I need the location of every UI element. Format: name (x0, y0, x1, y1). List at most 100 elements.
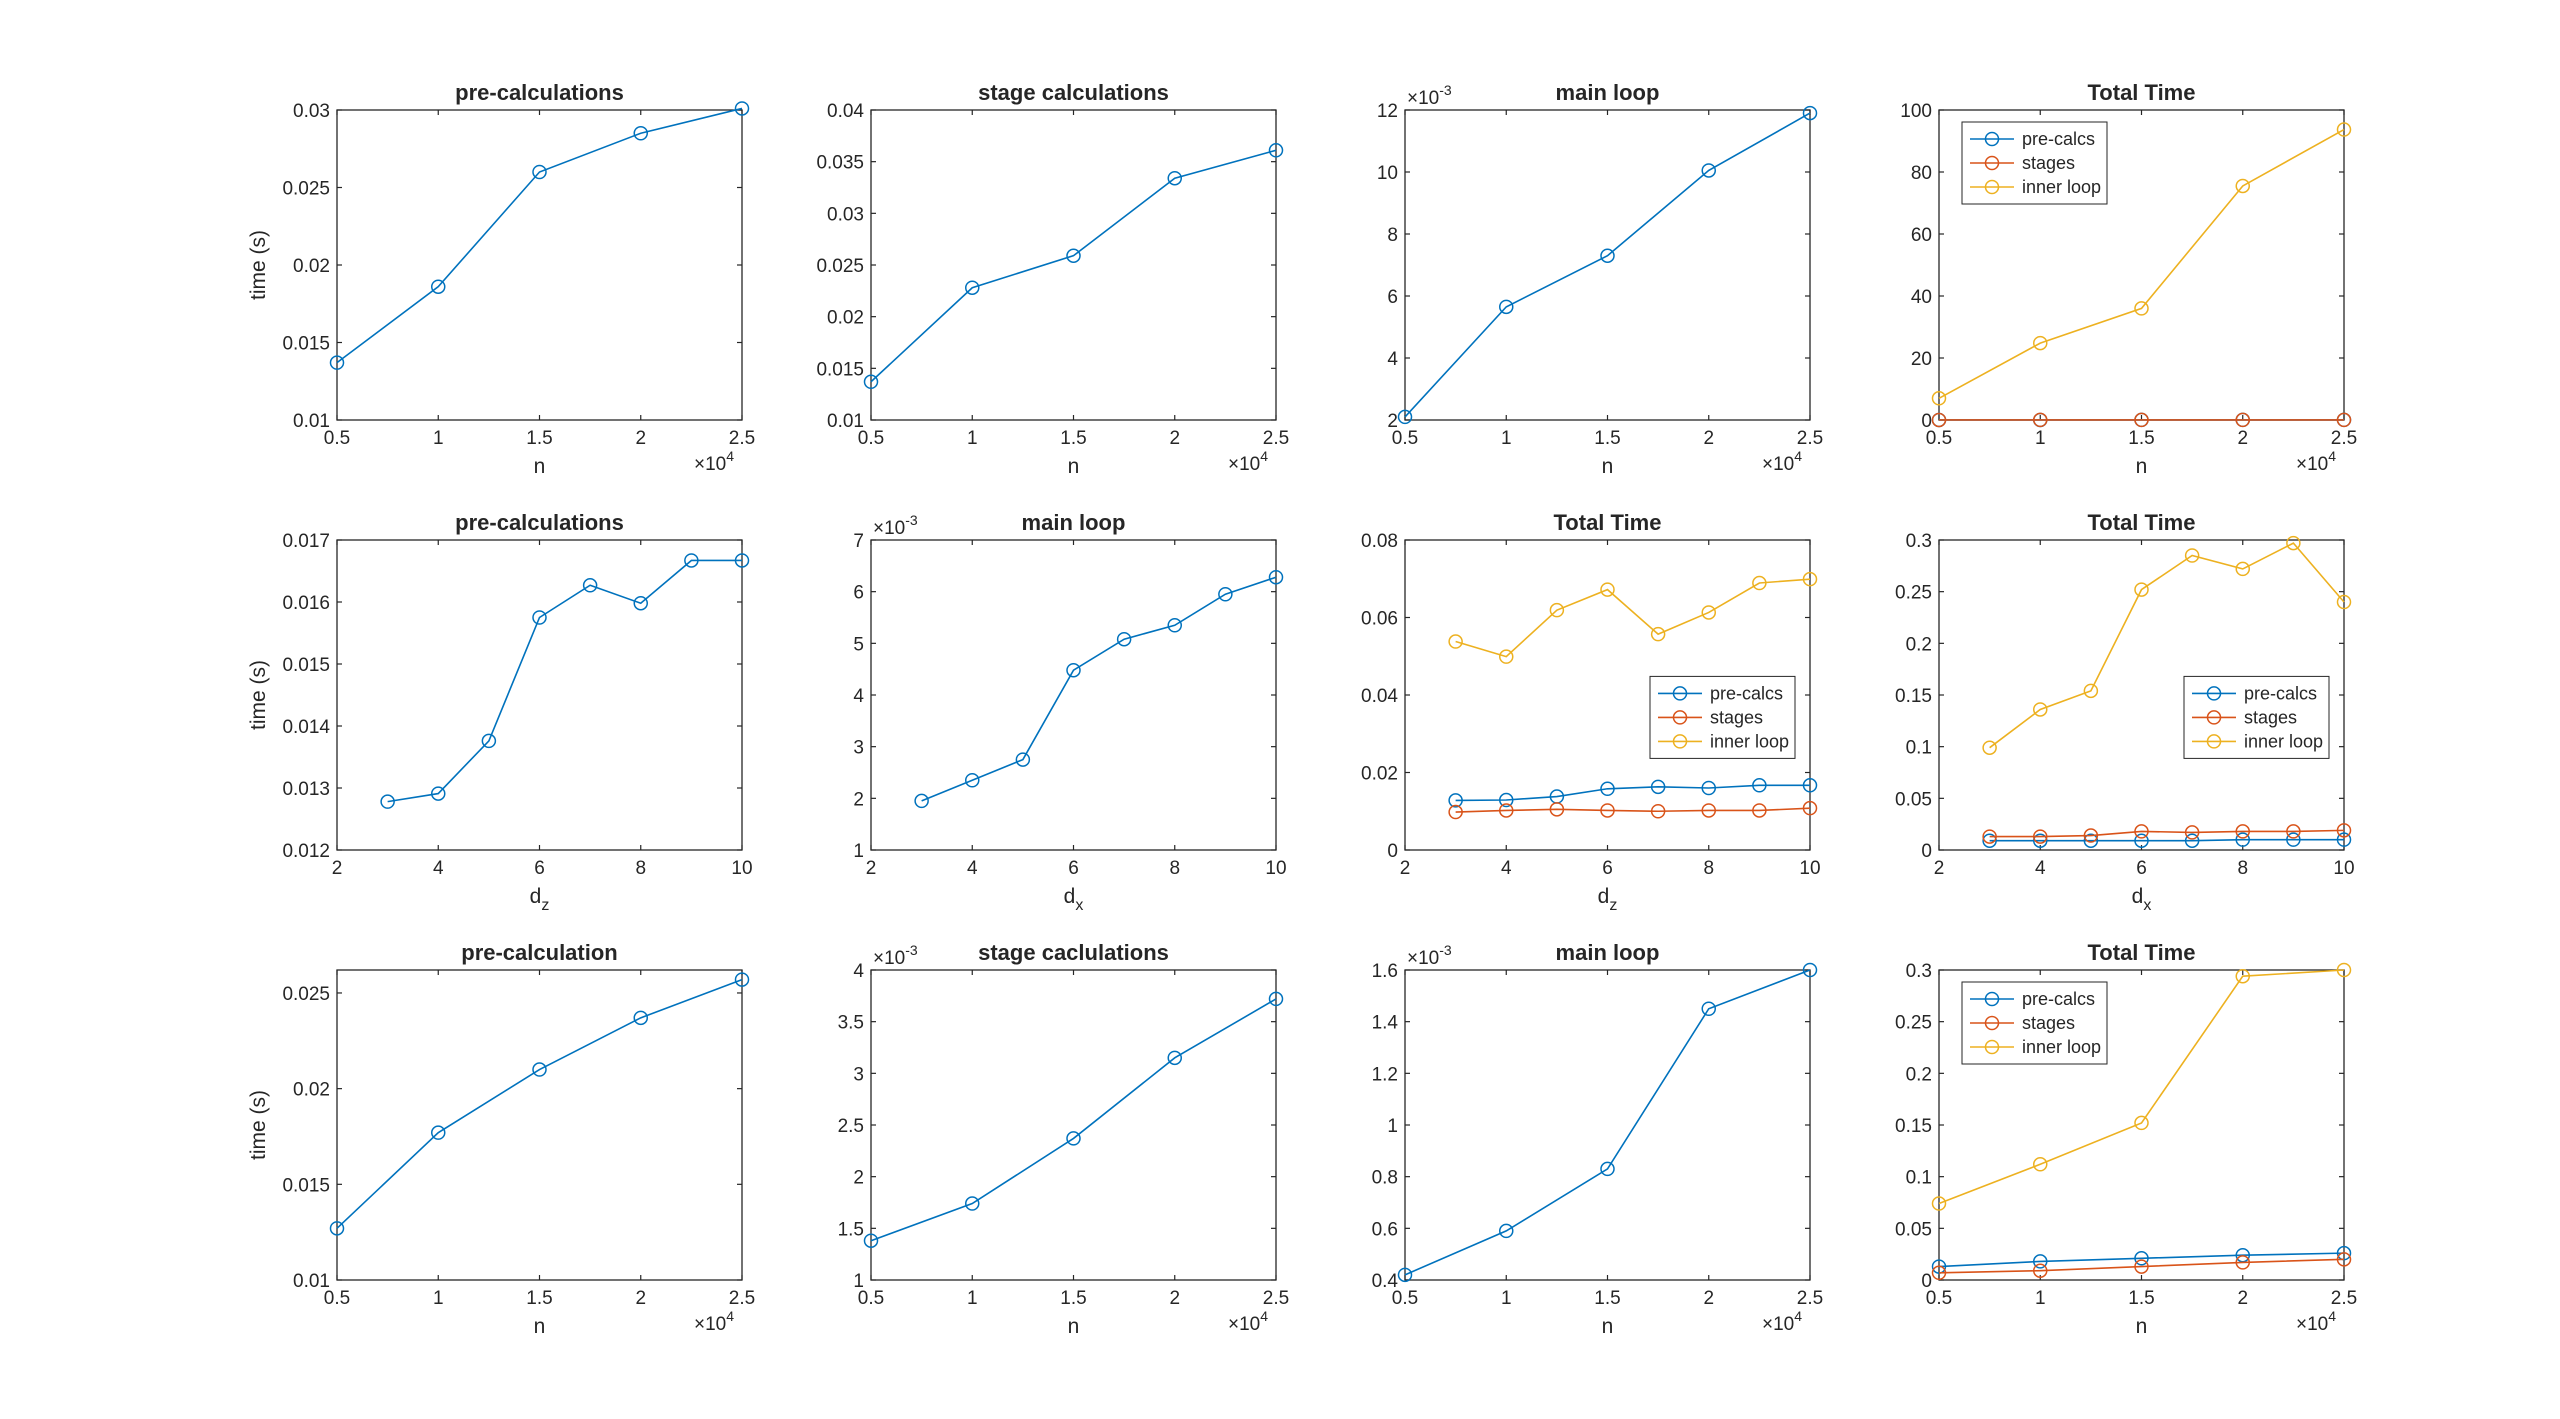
data-point (2235, 412, 2250, 428)
series-line-stages (1455, 807, 1811, 813)
x-axis-label-text: n (1602, 1315, 1614, 1338)
data-point (633, 1010, 648, 1026)
x-axis-label: n (1602, 455, 1614, 478)
x-tick-label: 2.5 (2331, 1288, 2357, 1309)
y-tick-label: 2.5 (838, 1116, 864, 1137)
data-point (2033, 829, 2048, 844)
x-tick-label: 4 (967, 858, 978, 879)
y-tick-label: 2 (853, 1168, 864, 1189)
data-point (1600, 803, 1615, 818)
x-tick-label: 1 (1501, 428, 1512, 449)
y-tick-label: 40 (1911, 287, 1932, 308)
data-point (1802, 571, 1818, 587)
data-point (734, 553, 750, 568)
legend-label: stages (2022, 153, 2075, 173)
y-exponent: ×10-3 (1407, 942, 1452, 969)
subplot-2-4: 2 4 6 8 10 0 0.05 0.1 0.15 0.2 0.25 0.3 Total Time dx… (1895, 510, 2355, 914)
data-point (684, 553, 699, 568)
x-tick-label: 6 (1068, 858, 1079, 879)
series-line-pre-calcs (1938, 1252, 2345, 1268)
legend-label: inner loop (2022, 177, 2101, 197)
y-tick-label: 0.02 (293, 256, 330, 277)
x-axis-label-text: n (534, 455, 546, 478)
y-tick-label: 0.013 (282, 779, 330, 800)
data-point (2134, 1259, 2149, 1274)
data-point (1218, 587, 1233, 602)
legend-marker (1984, 131, 2000, 147)
y-exponent: ×10-3 (873, 512, 918, 539)
y-tick-label: 0.035 (816, 153, 864, 174)
y-tick-label: 100 (1900, 101, 1932, 122)
x-axis-label: n (2136, 1315, 2148, 1338)
data-point (633, 126, 648, 141)
legend-label: stages (1710, 707, 1763, 727)
series-line-main-loop (921, 576, 1277, 802)
data-point (734, 101, 750, 116)
chart-title: main loop (1556, 80, 1660, 105)
chart-title: pre-calculations (455, 510, 624, 535)
x-axis-label-text: n (1602, 455, 1614, 478)
series-line-inner-loop (1989, 542, 2345, 749)
x-tick-label: 6 (534, 858, 545, 879)
x-tick-label: 1 (967, 428, 978, 449)
data-point (2235, 561, 2250, 577)
x-tick-label: 2.5 (1263, 428, 1289, 449)
x-tick-label: 1.5 (1060, 428, 1086, 449)
data-point (1650, 804, 1666, 819)
x-tick-label: 1.5 (1594, 428, 1620, 449)
legend-label: stages (2022, 1013, 2075, 1033)
data-point (532, 610, 547, 625)
x-exponent: ×104 (1762, 448, 1802, 475)
x-tick-label: 0.5 (1392, 1288, 1418, 1309)
x-axis-label-subscript: x (1075, 897, 1083, 914)
data-point (863, 374, 879, 390)
data-point (2336, 832, 2352, 847)
x-tick-label: 4 (433, 858, 444, 879)
y-tick-label: 0.4 (1372, 1271, 1399, 1292)
data-point (1752, 803, 1767, 818)
axes-box (336, 539, 743, 851)
x-tick-label: 1.5 (1594, 1288, 1620, 1309)
x-tick-label: 10 (2333, 858, 2354, 879)
y-tick-label: 4 (853, 686, 864, 707)
y-tick-label: 0.025 (816, 256, 864, 277)
legend-marker (1984, 991, 2000, 1007)
y-tick-label: 0.06 (1361, 609, 1398, 630)
series-line-pre-calcs (1455, 784, 1810, 802)
y-tick-label: 3 (853, 738, 864, 759)
legend: pre-calcs stages inner loop (2183, 675, 2330, 759)
data-point (1600, 582, 1615, 597)
data-point (2033, 702, 2048, 717)
data-point (914, 793, 929, 809)
legend-marker (1672, 686, 1688, 701)
y-tick-label: 0.8 (1372, 1168, 1398, 1189)
x-tick-label: 1 (1501, 1288, 1512, 1309)
data-point (863, 1233, 879, 1248)
chart-title: main loop (1022, 510, 1126, 535)
legend-marker (2206, 734, 2222, 749)
series-line-inner-loop (1938, 969, 2345, 1205)
data-point (2033, 335, 2048, 351)
legend-marker (2206, 710, 2222, 725)
data-point (1982, 833, 1997, 848)
x-exponent: ×104 (1228, 1308, 1268, 1335)
data-point (2286, 535, 2301, 551)
y-tick-label: 0.02 (1361, 764, 1398, 785)
chart-title: stage caclulations (978, 940, 1169, 965)
x-axis-label-text: n (1068, 455, 1080, 478)
x-tick-label: 4 (2035, 858, 2046, 879)
y-tick-label: 0.015 (282, 334, 330, 355)
data-point (2286, 832, 2301, 847)
series-line-pre-calculations (387, 559, 742, 803)
y-tick-label: 1.4 (1372, 1013, 1399, 1034)
data-point (532, 1062, 547, 1077)
chart-title: Total Time (2088, 80, 2196, 105)
y-tick-label: 0 (1921, 1271, 1932, 1292)
x-tick-label: 0.5 (1926, 428, 1952, 449)
data-point (1650, 779, 1666, 795)
series-line-pre-calculations (336, 107, 743, 364)
data-point (1549, 602, 1565, 618)
y-tick-label: 0.03 (293, 101, 330, 122)
data-point (1752, 575, 1767, 591)
